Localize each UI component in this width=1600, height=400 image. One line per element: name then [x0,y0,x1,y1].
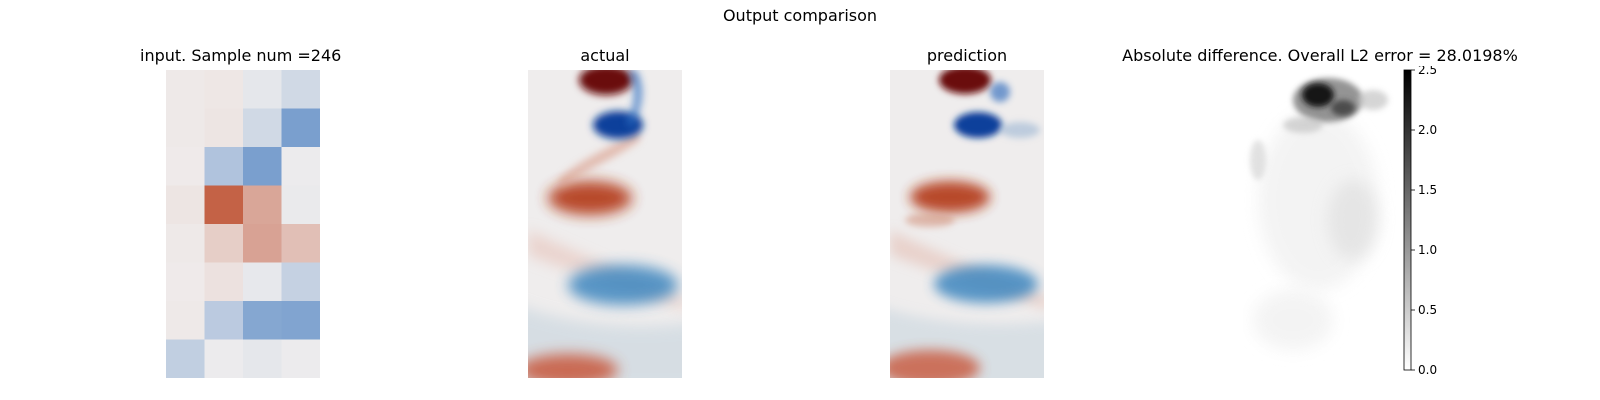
heatmap-cell [204,301,244,340]
heatmap-cell [204,147,244,186]
colorbar-tick-label: 1.5 [1418,183,1437,197]
heatmap-cell [166,108,205,148]
difference-panel-title: Absolute difference. Overall L2 error = … [1122,46,1518,65]
heatmap-cell [281,70,320,109]
colorbar-gradient [1403,69,1412,371]
heatmap-cell [166,185,205,225]
colorbar-tick-label: 0.0 [1418,363,1437,377]
input-heatmap [166,70,320,378]
colorbar-tick-label: 2.5 [1418,66,1437,77]
heatmap-cell [281,108,320,148]
heatmap-cell [243,339,282,378]
heatmap-cell [243,70,282,109]
heatmap-cell [204,224,244,263]
heatmap-cell [243,301,282,340]
heatmap-cell [166,224,205,263]
colorbar-tick-label: 2.0 [1418,123,1437,137]
heatmap-cell [204,70,244,109]
heatmap-cell [243,185,282,225]
heatmap-cell [281,185,320,225]
heatmap-cell [204,185,244,225]
prediction-panel-title: prediction [926,46,1008,65]
heatmap-cell [243,224,282,263]
heatmap-cell [204,108,244,148]
figure-title: Output comparison [722,6,878,25]
heatmap-cell [281,262,320,302]
heatmap-cell [166,339,205,378]
heatmap-cell [166,70,205,109]
heatmap-cell [281,224,320,263]
actual-panel-title: actual [580,46,630,65]
heatmap-cell [166,147,205,186]
heatmap-cell [204,262,244,302]
difference-heatmap [1243,70,1397,378]
actual-heatmap [528,70,682,378]
heatmap-cell [243,147,282,186]
heatmap-cell [281,339,320,378]
heatmap-cell [243,262,282,302]
heatmap-cell [281,301,320,340]
heatmap-cell [166,301,205,340]
heatmap-cell [243,108,282,148]
heatmap-cell [281,147,320,186]
heatmap-cell [204,339,244,378]
heatmap-cell [166,262,205,302]
colorbar: 0.0 0.5 1.0 1.5 2.0 2.5 [1403,66,1437,377]
prediction-heatmap [890,70,1044,378]
input-panel-title: input. Sample num =246 [140,46,342,65]
colorbar-tick-label: 0.5 [1418,303,1437,317]
colorbar-tick-label: 1.0 [1418,243,1437,257]
